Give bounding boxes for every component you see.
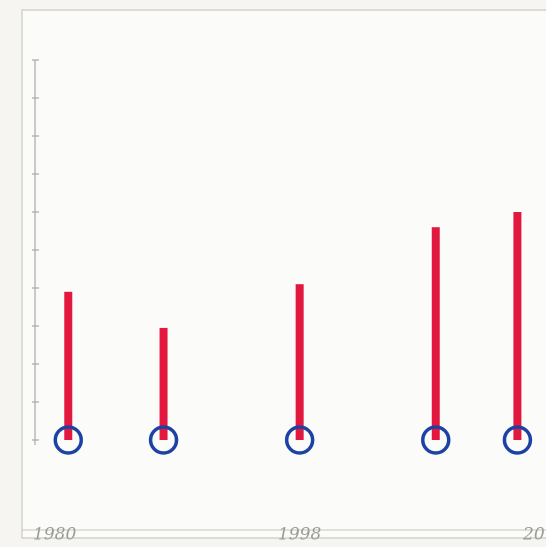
bar [159, 327, 168, 440]
bar [64, 291, 73, 440]
bar [295, 284, 304, 440]
bar [513, 212, 522, 440]
base-marker [284, 425, 315, 455]
base-marker [148, 425, 179, 455]
base-marker [421, 425, 451, 455]
bar [431, 227, 440, 440]
base-marker [502, 425, 533, 455]
x-tick-label: 1998 [278, 525, 321, 545]
base-marker [53, 425, 84, 455]
x-tick-label: 2016 [522, 525, 546, 545]
paper-frame [21, 9, 546, 539]
x-tick-label: 1980 [33, 525, 76, 545]
